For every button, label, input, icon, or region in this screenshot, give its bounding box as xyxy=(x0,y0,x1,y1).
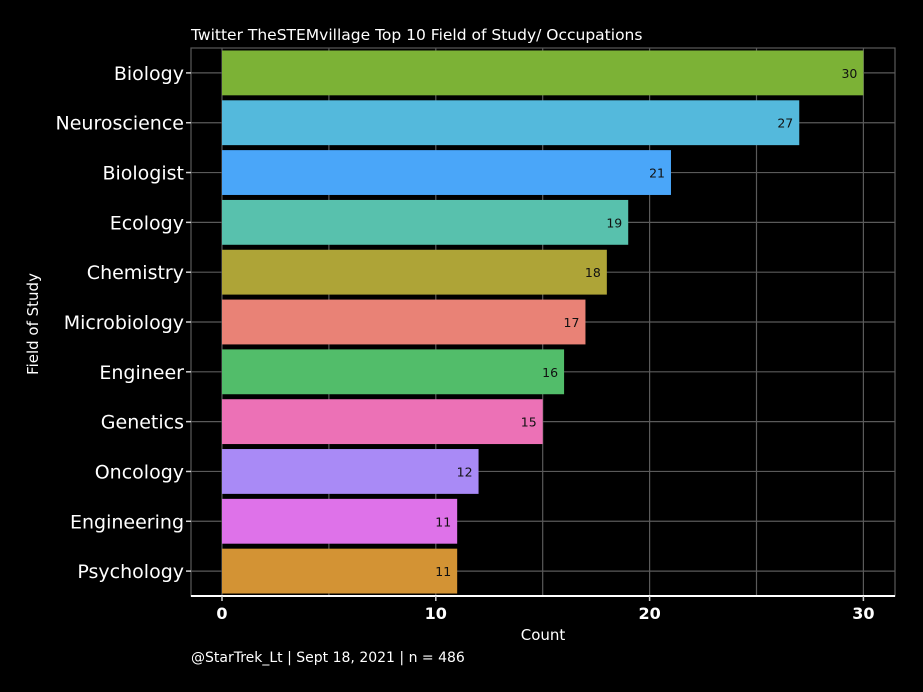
data-label: 11 xyxy=(435,514,451,529)
bar-genetics xyxy=(222,399,543,445)
x-tick-label: 0 xyxy=(216,604,227,623)
x-tick-label: 30 xyxy=(852,604,874,623)
y-tick-label: Chemistry xyxy=(87,262,184,284)
bar-neuroscience xyxy=(222,100,800,146)
y-tick-label: Genetics xyxy=(101,412,184,434)
data-label: 30 xyxy=(841,66,857,81)
bar-chemistry xyxy=(222,249,607,295)
data-label: 21 xyxy=(649,166,665,181)
y-tick-label: Oncology xyxy=(95,461,184,483)
x-tick-label: 20 xyxy=(638,604,660,623)
y-tick-label: Ecology xyxy=(110,212,184,234)
chart-title: Twitter TheSTEMvillage Top 10 Field of S… xyxy=(190,26,642,44)
data-label: 12 xyxy=(457,464,473,479)
data-label: 16 xyxy=(542,365,558,380)
y-axis-title: Field of Study xyxy=(24,273,42,375)
bar-engineering xyxy=(222,498,458,544)
y-tick-label: Engineer xyxy=(99,362,184,384)
bars xyxy=(222,50,864,594)
data-label: 15 xyxy=(521,415,537,430)
y-tick-label: Engineering xyxy=(70,511,184,533)
bar-engineer xyxy=(222,349,565,395)
x-tick-label: 10 xyxy=(425,604,447,623)
data-label: 19 xyxy=(606,215,622,230)
y-tick-label: Biologist xyxy=(102,163,184,185)
labels: 30 27 21 19 18 17 16 15 12 11 11 Biology Neuroscienc… xyxy=(56,63,875,623)
data-label: 11 xyxy=(435,564,451,579)
data-label: 18 xyxy=(585,265,601,280)
y-tick-label: Neuroscience xyxy=(56,113,184,135)
bar-microbiology xyxy=(222,299,586,345)
bar-psychology xyxy=(222,548,458,594)
data-label: 27 xyxy=(777,116,793,131)
bar-ecology xyxy=(222,199,629,245)
y-tick-label: Biology xyxy=(114,63,184,85)
caption: @StarTrek_Lt | Sept 18, 2021 | n = 486 xyxy=(191,650,465,666)
bar-biology xyxy=(222,50,864,96)
bar-biologist xyxy=(222,150,671,195)
y-tick-label: Microbiology xyxy=(64,312,184,334)
bar-oncology xyxy=(222,449,479,494)
y-tick-label: Psychology xyxy=(77,561,184,583)
data-label: 17 xyxy=(564,315,580,330)
x-axis-title: Count xyxy=(521,626,566,644)
